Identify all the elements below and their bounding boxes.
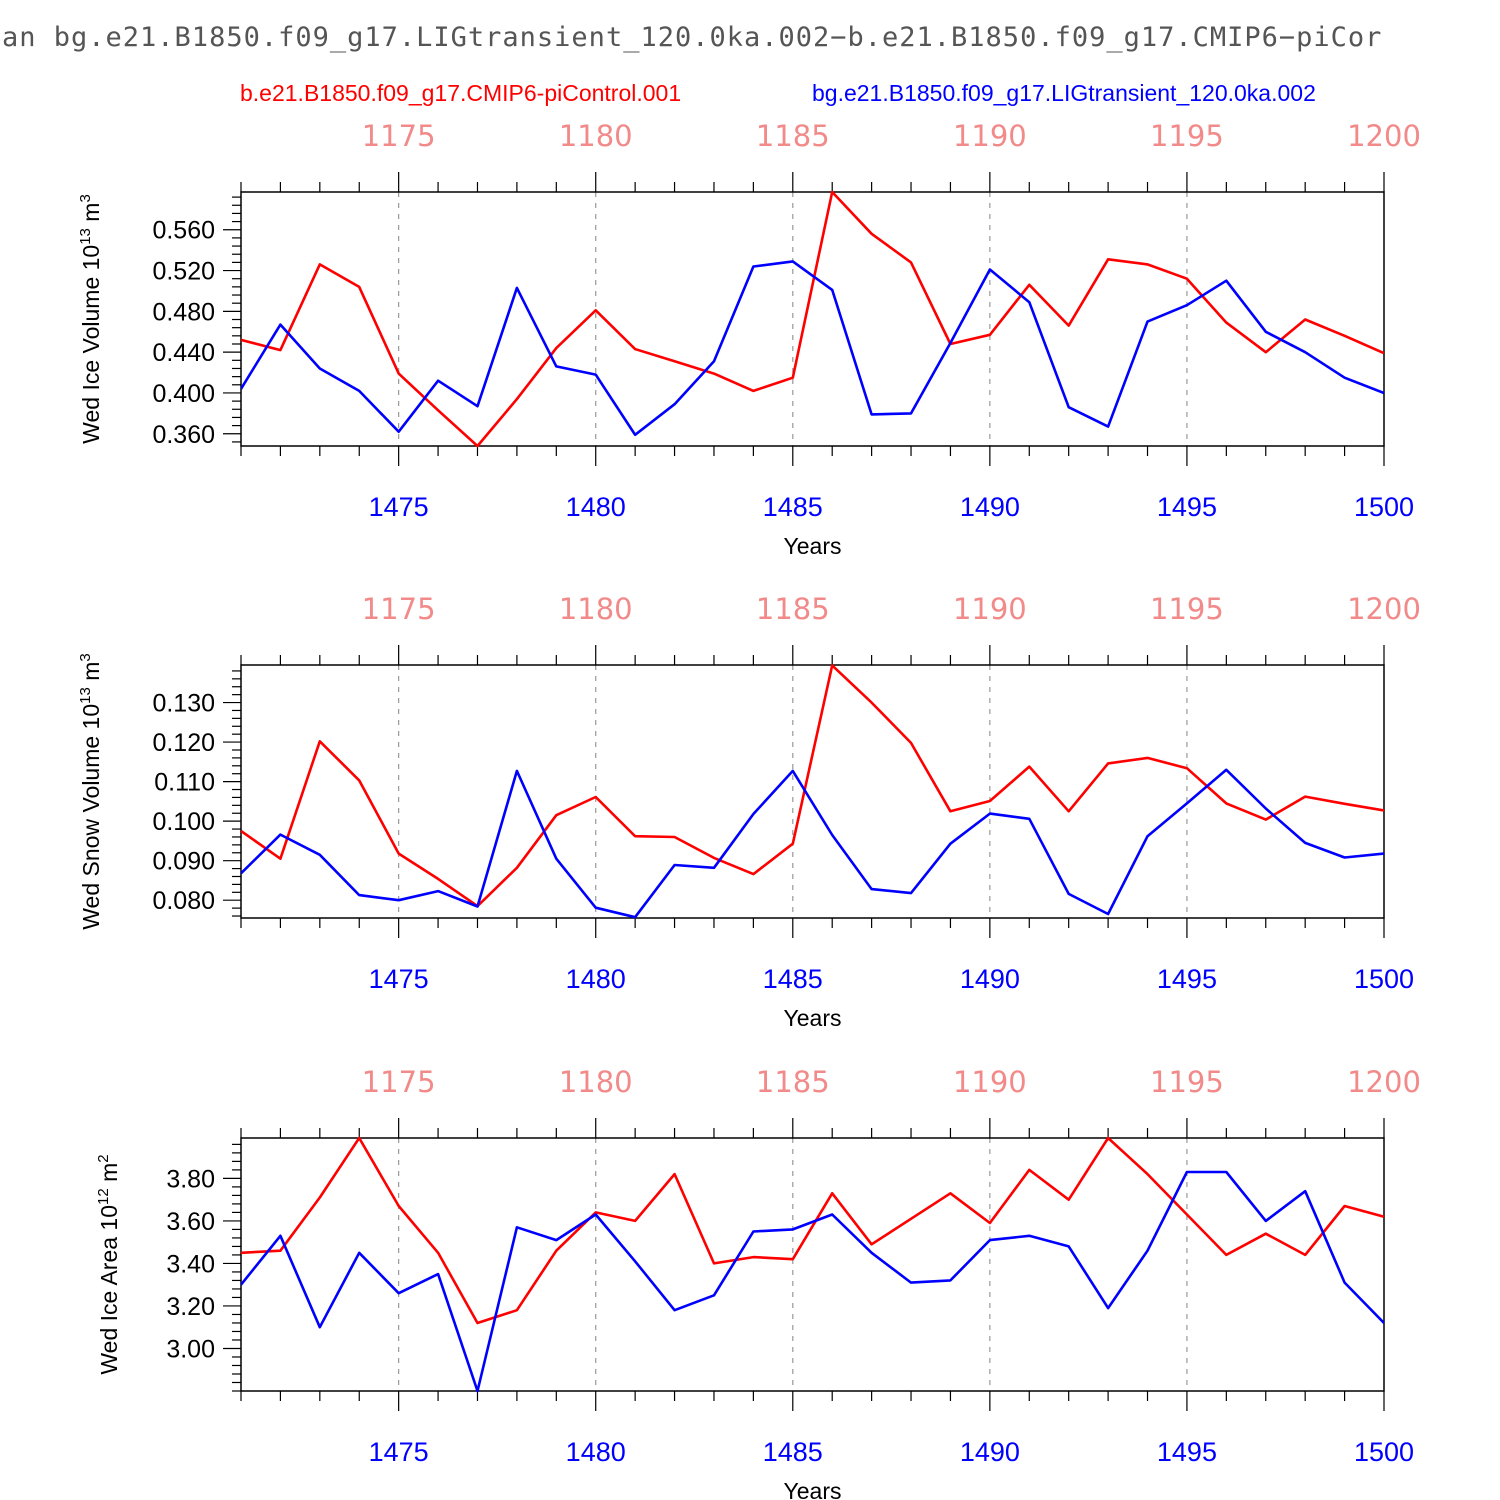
x-tick-label: 1490	[960, 492, 1020, 522]
legend-transient-label: bg.e21.B1850.f09_g17.LIGtransient_120.0k…	[812, 80, 1316, 106]
y-tick-label: 3.40	[166, 1250, 215, 1278]
x-tick-label: 1500	[1354, 964, 1414, 994]
plot-frame	[240, 1137, 1385, 1392]
x-tick-label: 1485	[763, 964, 823, 994]
top-x-tick-label: 1200	[1347, 1065, 1421, 1099]
y-tick-label: 0.560	[152, 217, 215, 245]
top-x-tick-label: 1195	[1150, 592, 1224, 626]
top-x-tick-label: 1180	[559, 1065, 633, 1099]
x-tick-label: 1495	[1157, 1437, 1217, 1467]
top-x-tick-label: 1190	[953, 1065, 1027, 1099]
y-tick-label: 0.400	[152, 380, 215, 408]
top-x-tick-label: 1195	[1150, 1065, 1224, 1099]
top-x-tick-label: 1180	[559, 119, 633, 153]
top-x-tick-label: 1185	[756, 119, 830, 153]
top-x-tick-label: 1190	[953, 592, 1027, 626]
top-x-tick-label: 1180	[559, 592, 633, 626]
top-x-tick-label: 1185	[756, 592, 830, 626]
series-line-transient	[241, 1170, 1384, 1393]
y-axis-label: Wed Ice Area 1012 m2	[95, 1154, 122, 1374]
plot-frame	[240, 664, 1385, 919]
x-tick-label: 1480	[566, 964, 626, 994]
y-tick-label: 3.00	[166, 1335, 215, 1363]
top-x-tick-label: 1175	[362, 592, 436, 626]
y-tick-label: 3.60	[166, 1208, 215, 1236]
series-line-transient	[241, 260, 1384, 437]
figure-title: an bg.e21.B1850.f09_g17.LIGtransient_120…	[2, 22, 1382, 53]
y-tick-label: 0.080	[152, 887, 215, 915]
chart-panel-3: 3.00 3.20 3.40 3.60 3.80 1475 1480 1485 1490 1495…	[95, 1065, 1421, 1500]
y-tick-label: 3.80	[166, 1165, 215, 1193]
chart-panel-1: 0.360 0.400 0.440 0.480 0.520 0.560 1475 1480 14…	[77, 119, 1421, 559]
plot-frame	[240, 191, 1385, 447]
x-axis-label: Years	[784, 1005, 842, 1031]
y-tick-label: 0.480	[152, 298, 215, 326]
top-x-tick-label: 1190	[953, 119, 1027, 153]
x-tick-label: 1475	[369, 964, 429, 994]
top-x-tick-label: 1175	[362, 1065, 436, 1099]
y-axis-label: Wed Snow Volume 1013 m3	[77, 653, 104, 929]
x-tick-label: 1480	[566, 492, 626, 522]
x-tick-label: 1500	[1354, 1437, 1414, 1467]
series-line-control	[241, 1136, 1384, 1325]
x-tick-label: 1480	[566, 1437, 626, 1467]
y-tick-label: 3.20	[166, 1293, 215, 1321]
x-tick-label: 1500	[1354, 492, 1414, 522]
chart-panel-2: 0.080 0.090 0.100 0.110 0.120 0.130 1475 1480 14…	[77, 592, 1421, 1031]
x-axis-label: Years	[784, 533, 842, 559]
x-tick-label: 1495	[1157, 492, 1217, 522]
x-tick-label: 1475	[369, 1437, 429, 1467]
chart-panels: 0.360 0.400 0.440 0.480 0.520 0.560 1475 1480 14…	[77, 119, 1421, 1500]
x-axis-label: Years	[784, 1478, 842, 1500]
x-tick-label: 1490	[960, 1437, 1020, 1467]
y-tick-label: 0.440	[152, 339, 215, 367]
series-line-control	[241, 664, 1384, 908]
series-line-transient	[241, 768, 1384, 919]
y-tick-label: 0.090	[152, 848, 215, 876]
y-tick-label: 0.120	[152, 729, 215, 757]
top-x-tick-label: 1185	[756, 1065, 830, 1099]
y-tick-label: 0.520	[152, 258, 215, 286]
top-x-tick-label: 1195	[1150, 119, 1224, 153]
legend-control-label: b.e21.B1850.f09_g17.CMIP6-piControl.001	[240, 80, 681, 106]
top-x-tick-label: 1200	[1347, 592, 1421, 626]
series-line-control	[241, 190, 1384, 448]
x-tick-label: 1475	[369, 492, 429, 522]
y-tick-label: 0.110	[154, 769, 215, 797]
x-tick-label: 1485	[763, 492, 823, 522]
y-tick-label: 0.360	[152, 421, 215, 449]
y-tick-label: 0.100	[152, 808, 215, 836]
y-tick-label: 0.130	[152, 690, 215, 718]
x-tick-label: 1490	[960, 964, 1020, 994]
top-x-tick-label: 1200	[1347, 119, 1421, 153]
x-tick-label: 1485	[763, 1437, 823, 1467]
y-axis-label: Wed Ice Volume 1013 m3	[77, 194, 104, 444]
x-tick-label: 1495	[1157, 964, 1217, 994]
top-x-tick-label: 1175	[362, 119, 436, 153]
